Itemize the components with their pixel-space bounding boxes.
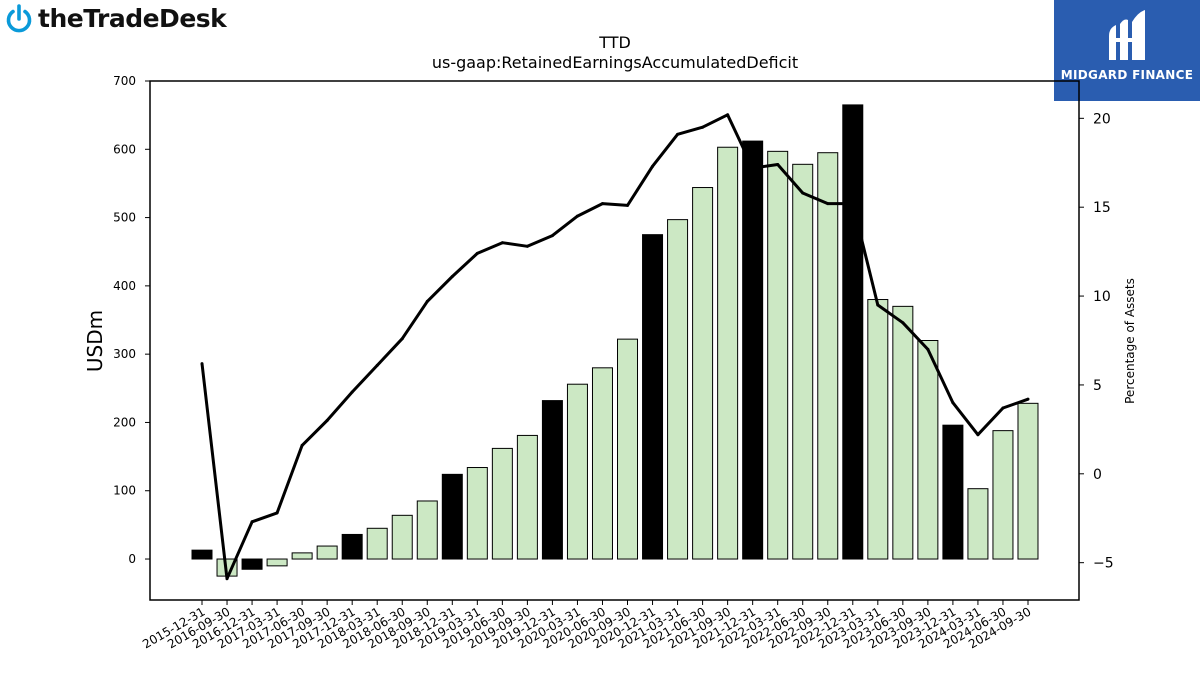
y-tick-label: 400 (113, 279, 136, 293)
line-point-2022-09-30 (826, 202, 830, 206)
bar-2018-03-31 (366, 527, 388, 560)
line-point-2018-12-31 (450, 275, 454, 279)
line-point-2024-06-30 (1001, 406, 1005, 410)
bar-2022-09-30 (817, 152, 839, 560)
bar-2022-06-30 (792, 163, 814, 560)
line-point-2022-06-30 (801, 191, 805, 195)
line-point-2023-12-31 (951, 401, 955, 405)
y-tick-label: 200 (113, 415, 136, 429)
bar-2017-12-31 (341, 533, 363, 560)
line-point-2021-12-31 (751, 166, 755, 170)
bar-2018-12-31 (441, 473, 463, 560)
line-point-2019-09-30 (525, 244, 529, 248)
y-axis: 0 100 200 300 400 500 600 700 (113, 74, 150, 566)
bar-2015-12-31 (191, 549, 213, 560)
line-point-2024-03-31 (976, 433, 980, 437)
y-tick-label: 600 (113, 142, 136, 156)
bar-2021-03-31 (667, 219, 689, 560)
line-point-2018-09-30 (425, 299, 429, 303)
y-tick-label: 500 (113, 211, 136, 225)
bar-2024-06-30 (992, 430, 1014, 560)
line-point-2021-09-30 (726, 113, 730, 117)
brand-name: theTradeDesk (38, 4, 227, 33)
line-point-2019-06-30 (500, 241, 504, 245)
y2-tick-label: 20 (1093, 111, 1111, 127)
bar-2021-09-30 (717, 146, 739, 560)
bar-2024-09-30 (1017, 402, 1039, 560)
bar-2019-09-30 (516, 434, 538, 560)
bar-2024-03-31 (967, 488, 989, 560)
y2-tick-label: 5 (1093, 378, 1102, 394)
bar-2016-12-31 (241, 558, 263, 570)
bar-2020-03-31 (566, 383, 588, 560)
line-point-2019-12-31 (550, 234, 554, 238)
y-tick-label: 300 (113, 347, 136, 361)
bar-2019-03-31 (466, 467, 488, 560)
power-icon (6, 4, 32, 33)
bar-2022-12-31 (842, 104, 864, 560)
line-series (200, 113, 1030, 581)
bar-2023-09-30 (917, 340, 939, 560)
bar-2017-06-30 (291, 552, 313, 560)
bar-2019-12-31 (541, 400, 563, 560)
bar-2020-06-30 (591, 367, 613, 560)
line-point-2017-12-31 (350, 390, 354, 394)
bar-2020-12-31 (642, 234, 664, 560)
y2-tick-label: 15 (1093, 200, 1111, 216)
line-point-2018-03-31 (375, 363, 379, 367)
brand-logo: theTradeDesk (4, 2, 244, 36)
bar-2018-09-30 (416, 500, 438, 560)
line-point-2020-03-31 (575, 214, 579, 218)
bar-2017-03-31 (266, 558, 288, 567)
bar-2021-06-30 (692, 187, 714, 560)
line-point-2020-06-30 (600, 202, 604, 206)
line-point-2015-12-31 (200, 362, 204, 366)
bar-2019-06-30 (491, 447, 513, 560)
y-tick-label: 100 (113, 484, 136, 498)
line-point-2020-12-31 (651, 164, 655, 168)
line-point-2023-06-30 (901, 321, 905, 325)
bar-2022-03-31 (767, 150, 789, 560)
x-axis: 2015-12-312016-09-302016-12-312017-03-31… (140, 600, 1033, 651)
bar-2020-09-30 (617, 338, 639, 560)
line-point-2021-03-31 (676, 132, 680, 136)
line-point-2024-09-30 (1026, 397, 1030, 401)
bar-2023-03-31 (867, 299, 889, 560)
percentage-line (200, 113, 1029, 581)
y-tick-label: 0 (128, 552, 136, 566)
bar-2023-06-30 (892, 305, 914, 560)
line-point-2016-12-31 (250, 520, 254, 524)
line-point-2023-09-30 (926, 347, 930, 351)
y-axis-label: USDm (83, 310, 107, 372)
bar-2023-12-31 (942, 424, 964, 560)
line-point-2018-06-30 (400, 337, 404, 341)
line-point-2022-12-31 (851, 202, 855, 206)
line-point-2020-09-30 (626, 203, 630, 207)
y-tick-label: 700 (113, 74, 136, 88)
y2-axis-label: Percentage of Assets (1123, 278, 1137, 404)
chart-subtitle: us-gaap:RetainedEarningsAccumulatedDefic… (432, 53, 798, 72)
line-point-2017-09-30 (325, 418, 329, 422)
line-point-2023-03-31 (876, 303, 880, 307)
plot-frame (149, 80, 1080, 601)
line-point-2019-03-31 (475, 251, 479, 255)
line-point-2022-03-31 (776, 163, 780, 167)
y2-tick-label: 0 (1093, 467, 1102, 483)
line-point-2021-06-30 (701, 125, 705, 129)
line-point-2016-09-30 (225, 577, 229, 581)
y2-tick-label: −5 (1093, 556, 1114, 572)
watermark-text: MIDGARD FINANCE (1060, 68, 1194, 82)
bar-2017-09-30 (316, 545, 338, 560)
y2-tick-label: 10 (1093, 289, 1111, 305)
bar-2021-12-31 (742, 140, 764, 560)
chart-title: TTD (598, 33, 631, 52)
bar-series (191, 104, 1039, 577)
y2-axis: −5 0 5 10 15 20 (1079, 111, 1114, 572)
line-point-2017-03-31 (275, 511, 279, 515)
bar-2018-06-30 (391, 514, 413, 560)
line-point-2017-06-30 (300, 443, 304, 447)
